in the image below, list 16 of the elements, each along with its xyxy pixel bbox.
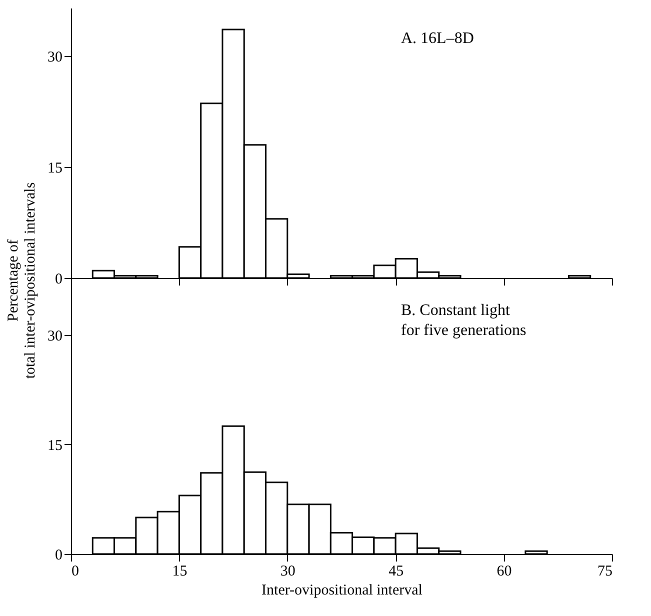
y-tick-label: 15 (48, 160, 62, 177)
annotation: A. 16L–8D (401, 30, 474, 47)
annotation: B. Constant light for five generations (401, 302, 526, 339)
y-axis-title: Percentage of total inter-ovipositional intervals (6, 182, 38, 379)
y-tick-label: 15 (48, 438, 62, 454)
y-tick-label: 0 (55, 548, 62, 564)
x-tick-label: 45 (388, 564, 404, 580)
x-tick-label: 60 (496, 564, 512, 580)
y-tick-label: 0 (55, 272, 62, 288)
y-tick-label: 30 (48, 50, 62, 66)
x-tick-label: 75 (598, 564, 612, 580)
x-tick-label: 15 (172, 564, 188, 580)
x-tick-label: 30 (280, 564, 296, 580)
x-tick-label: 0 (72, 564, 79, 580)
y-tick-label: 30 (48, 328, 62, 344)
x-axis-title: Inter-ovipositional interval (262, 582, 422, 598)
